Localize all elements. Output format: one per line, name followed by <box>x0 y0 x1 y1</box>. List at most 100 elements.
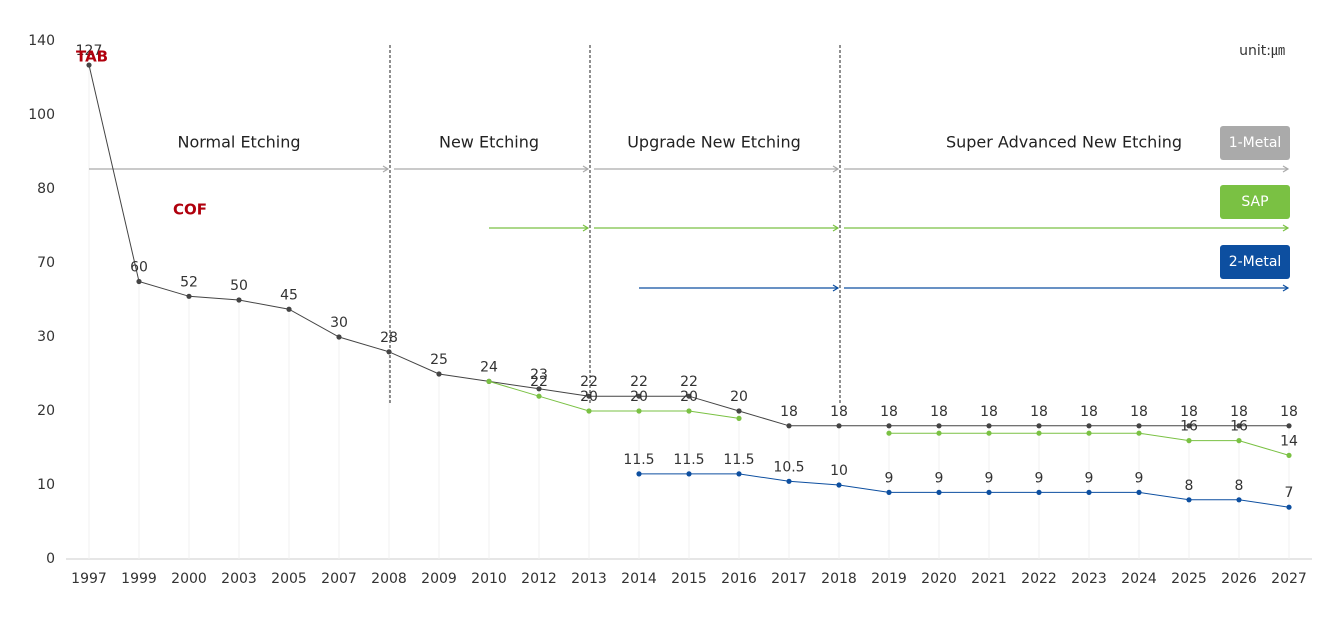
series-line <box>88 64 1289 427</box>
data-label: 9 <box>1035 470 1044 486</box>
x-tick-label: 2005 <box>271 571 307 587</box>
point <box>1186 423 1192 429</box>
x-tick-label: 2025 <box>1171 571 1207 587</box>
arrow-head <box>582 224 590 232</box>
x-tick-label: 2003 <box>221 571 257 587</box>
legend-box <box>1220 245 1290 279</box>
point <box>1136 430 1142 436</box>
x-tick-label: 2022 <box>1021 571 1057 587</box>
data-label: 18 <box>980 404 998 420</box>
data-label: 20 <box>680 389 698 405</box>
point <box>1036 423 1042 429</box>
data-label: 22 <box>530 374 548 390</box>
point <box>1236 438 1242 444</box>
point <box>786 423 792 429</box>
data-label: 20 <box>630 389 648 405</box>
point <box>1286 423 1292 429</box>
x-tick-label: 2000 <box>171 571 207 587</box>
x-tick-label: 2019 <box>871 571 907 587</box>
data-label: 14 <box>1280 433 1298 449</box>
x-tick-label: 2007 <box>321 571 357 587</box>
x-tick-label: 2018 <box>821 571 857 587</box>
x-tick-label: 2008 <box>371 571 407 587</box>
point <box>1136 423 1142 429</box>
data-label: 9 <box>1085 470 1094 486</box>
data-label: 10 <box>830 463 848 479</box>
point <box>1036 430 1042 436</box>
point <box>836 482 842 488</box>
data-label: 9 <box>885 470 894 486</box>
x-tick-label: 2024 <box>1121 571 1157 587</box>
data-label: 23 <box>530 367 548 383</box>
point <box>986 423 992 429</box>
legend-label: SAP <box>1241 194 1268 210</box>
point <box>686 393 692 399</box>
y-tick-label: 10 <box>37 477 55 493</box>
legend-label: 2-Metal <box>1229 254 1282 270</box>
point <box>736 408 742 414</box>
point <box>586 408 592 414</box>
data-label: 18 <box>1230 404 1248 420</box>
point <box>886 423 892 429</box>
x-tick-label: 2023 <box>1071 571 1107 587</box>
point <box>736 415 742 421</box>
y-tick-label: 0 <box>46 551 55 567</box>
arrow-head <box>1282 165 1290 173</box>
point <box>736 471 742 477</box>
x-tick-label: 2020 <box>921 571 957 587</box>
arrow-head <box>582 165 590 173</box>
point <box>636 408 642 414</box>
data-label: 18 <box>1130 404 1148 420</box>
series-line <box>639 473 1290 508</box>
data-label: 50 <box>230 278 248 294</box>
x-tick-label: 2009 <box>421 571 457 587</box>
data-label: 16 <box>1230 419 1248 435</box>
y-tick-label: 30 <box>37 329 55 345</box>
data-label: 9 <box>985 470 994 486</box>
annotation: COF <box>173 201 207 219</box>
data-label: 18 <box>1180 404 1198 420</box>
data-label: 18 <box>780 404 798 420</box>
legend-box <box>1220 185 1290 219</box>
point <box>686 408 692 414</box>
series-line <box>488 380 740 419</box>
x-tick-label: 2014 <box>621 571 657 587</box>
x-tick-label: 2026 <box>1221 571 1257 587</box>
x-tick-label: 2012 <box>521 571 557 587</box>
data-label: 127 <box>76 43 103 59</box>
data-label: 9 <box>935 470 944 486</box>
data-label: 18 <box>830 404 848 420</box>
point <box>886 430 892 436</box>
arrow-head <box>832 224 840 232</box>
point <box>1086 489 1092 495</box>
x-tick-label: 2027 <box>1271 571 1307 587</box>
y-tick-label: 20 <box>37 403 55 419</box>
point <box>536 386 542 392</box>
point <box>636 471 642 477</box>
point <box>936 430 942 436</box>
data-label: 18 <box>1280 404 1298 420</box>
data-label: 22 <box>680 374 698 390</box>
x-tick-label: 2021 <box>971 571 1007 587</box>
data-label: 10.5 <box>773 459 804 475</box>
point <box>586 393 592 399</box>
data-label: 18 <box>1030 404 1048 420</box>
x-tick-label: 2015 <box>671 571 707 587</box>
data-label: 22 <box>630 374 648 390</box>
data-label: 20 <box>580 389 598 405</box>
x-tick-label: 1999 <box>121 571 157 587</box>
x-tick-label: 2016 <box>721 571 757 587</box>
x-tick-label: 2013 <box>571 571 607 587</box>
data-label: 9 <box>1135 470 1144 486</box>
data-label: 7 <box>1285 485 1294 501</box>
phase-label: Upgrade New Etching <box>627 133 801 152</box>
x-tick-label: 2017 <box>771 571 807 587</box>
point <box>286 306 292 312</box>
data-label: 18 <box>1080 404 1098 420</box>
point <box>886 489 892 495</box>
point <box>1136 489 1142 495</box>
data-label: 25 <box>430 352 448 368</box>
data-label: 20 <box>730 389 748 405</box>
arrow-head <box>832 284 840 292</box>
